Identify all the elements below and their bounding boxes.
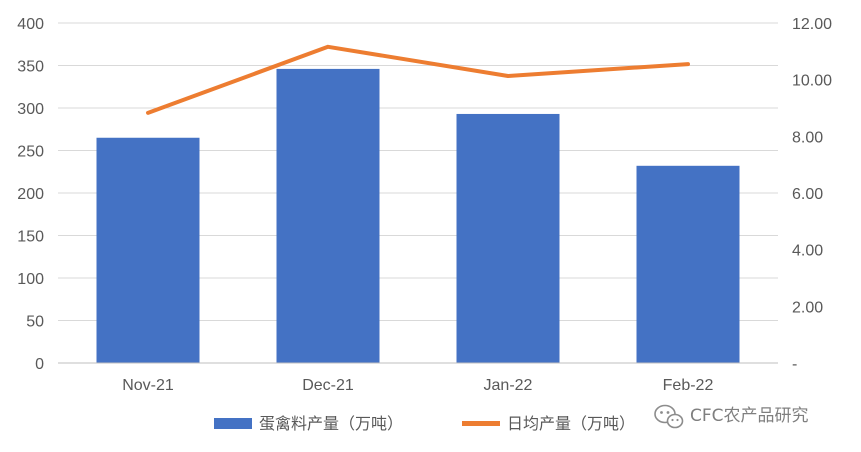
bar xyxy=(276,68,380,364)
right-tick-label: 4.00 xyxy=(792,243,823,260)
legend-swatch-bar xyxy=(214,418,252,429)
right-tick-label: 8.00 xyxy=(792,129,823,146)
left-tick-label: 100 xyxy=(17,271,44,288)
x-axis-labels: Nov-21 Dec-21 Jan-22 Feb-22 xyxy=(122,377,713,394)
line-path xyxy=(146,44,690,115)
legend: 蛋禽料产量（万吨） 日均产量（万吨） xyxy=(214,414,635,433)
watermark-text: CFC农产品研究 xyxy=(690,406,809,426)
left-tick-label: 400 xyxy=(17,16,44,33)
right-tick-label: 2.00 xyxy=(792,299,823,316)
right-tick-label: - xyxy=(792,356,797,373)
right-axis-labels: - 2.00 4.00 6.00 8.00 10.00 12.00 xyxy=(792,16,832,373)
right-tick-label: 6.00 xyxy=(792,186,823,203)
x-tick-label: Feb-22 xyxy=(663,377,714,394)
legend-label-bar: 蛋禽料产量（万吨） xyxy=(259,414,403,433)
bar xyxy=(636,165,740,363)
left-tick-label: 150 xyxy=(17,229,44,246)
right-tick-label: 12.00 xyxy=(792,16,832,33)
bar xyxy=(96,137,200,363)
bar xyxy=(456,113,560,363)
left-tick-label: 200 xyxy=(17,186,44,203)
left-tick-label: 0 xyxy=(35,356,44,373)
bar-series xyxy=(96,68,740,364)
x-tick-label: Jan-22 xyxy=(484,377,533,394)
left-tick-label: 50 xyxy=(26,314,44,331)
legend-swatch-line xyxy=(462,421,500,426)
wechat-icon xyxy=(654,404,684,429)
left-tick-label: 300 xyxy=(17,101,44,118)
right-tick-label: 10.00 xyxy=(792,73,832,90)
watermark: CFC农产品研究 xyxy=(654,404,809,429)
left-axis-labels: 0 50 100 150 200 250 300 350 400 xyxy=(17,16,44,373)
x-tick-label: Dec-21 xyxy=(302,377,354,394)
line-series xyxy=(146,44,690,115)
left-tick-label: 350 xyxy=(17,59,44,76)
left-tick-label: 250 xyxy=(17,144,44,161)
legend-label-line: 日均产量（万吨） xyxy=(507,414,635,433)
x-tick-label: Nov-21 xyxy=(122,377,174,394)
